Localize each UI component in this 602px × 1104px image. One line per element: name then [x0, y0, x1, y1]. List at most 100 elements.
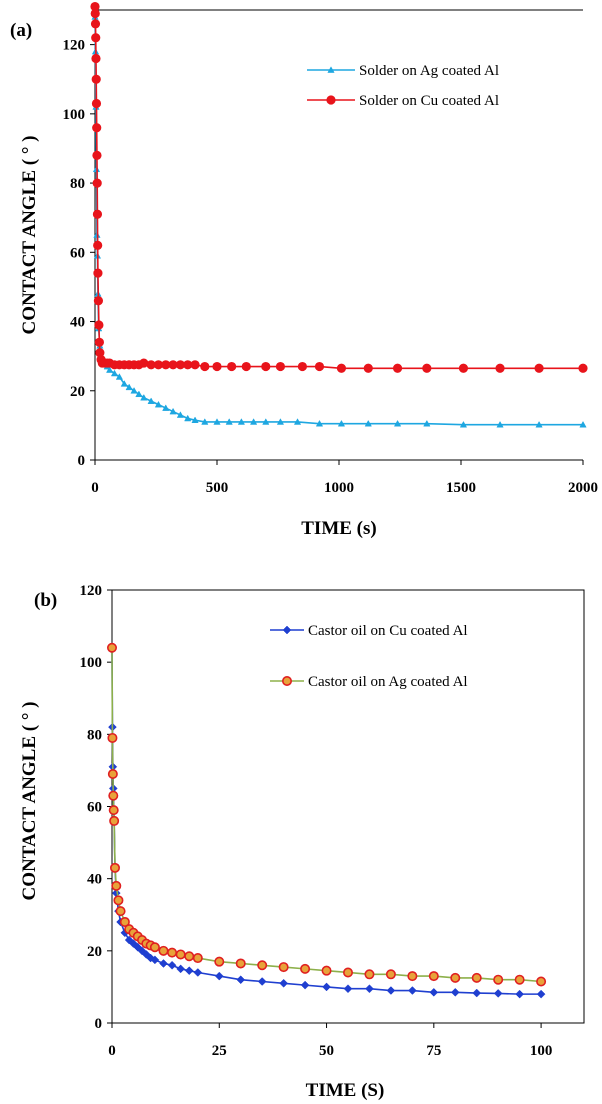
legend-entry: Castor oil on Ag coated Al — [270, 674, 468, 690]
data-point — [536, 989, 546, 999]
data-point — [472, 988, 482, 998]
data-point — [279, 978, 288, 988]
data-point — [322, 982, 331, 992]
x-tick-label: 50 — [319, 1043, 334, 1059]
data-point — [167, 960, 177, 970]
data-point — [300, 963, 311, 974]
data-point — [237, 418, 246, 425]
data-point — [91, 33, 101, 43]
data-point — [535, 420, 543, 428]
data-point — [363, 363, 373, 373]
y-tick-label: 20 — [70, 384, 85, 400]
data-point — [493, 989, 503, 998]
data-point — [450, 972, 461, 983]
data-point — [106, 366, 114, 373]
data-point — [140, 393, 148, 401]
x-tick-label: 2000 — [568, 480, 598, 496]
data-point — [141, 950, 151, 959]
data-point — [392, 363, 403, 373]
data-point — [93, 296, 104, 306]
data-point — [176, 411, 185, 418]
panel-label: (b) — [34, 590, 57, 611]
x-tick-label: 100 — [530, 1043, 553, 1059]
data-point — [159, 959, 168, 968]
data-point — [336, 363, 347, 373]
x-tick-label: 25 — [212, 1043, 227, 1059]
data-point — [135, 390, 143, 398]
data-point — [115, 906, 126, 917]
data-point — [110, 862, 121, 873]
data-point — [342, 967, 353, 978]
data-point — [184, 951, 195, 962]
data-point — [408, 986, 417, 995]
data-point — [459, 420, 468, 428]
y-axis-title: CONTACT ANGLE ( ° ) — [19, 135, 40, 334]
data-point — [428, 971, 439, 982]
data-point — [493, 974, 504, 985]
data-point — [365, 984, 374, 994]
y-tick-label: 40 — [70, 315, 85, 331]
legend-label: Solder on Cu coated Al — [359, 93, 499, 109]
y-tick-label: 100 — [80, 655, 103, 671]
data-point — [193, 968, 203, 977]
data-point — [422, 363, 432, 373]
data-point — [235, 958, 246, 969]
data-point — [262, 418, 270, 425]
data-point — [314, 361, 325, 372]
data-point — [364, 969, 375, 980]
y-tick-label: 0 — [78, 453, 86, 469]
data-point — [297, 361, 307, 372]
legend-marker — [281, 675, 292, 686]
data-point — [192, 953, 203, 964]
data-point — [107, 769, 118, 780]
legend-marker — [282, 625, 292, 635]
data-point — [495, 363, 505, 373]
x-tick-label: 1500 — [446, 480, 476, 496]
data-point — [200, 361, 210, 372]
data-point — [534, 363, 544, 373]
x-axis-title: TIME (S) — [306, 1080, 385, 1101]
data-point — [343, 984, 353, 994]
y-tick-label: 0 — [95, 1016, 103, 1032]
data-point — [92, 123, 102, 133]
series-1 — [90, 1, 588, 373]
data-point — [150, 955, 160, 965]
data-point — [214, 971, 224, 981]
data-point — [261, 361, 271, 372]
y-tick-label: 60 — [70, 245, 85, 261]
data-point — [120, 380, 128, 387]
y-tick-label: 120 — [80, 583, 103, 599]
data-point — [496, 420, 504, 428]
series-0 — [107, 643, 546, 999]
data-point — [91, 98, 102, 109]
data-point — [275, 361, 286, 372]
data-point — [108, 805, 119, 816]
data-point — [184, 966, 194, 976]
data-point — [514, 974, 525, 985]
x-axis-title: TIME (s) — [301, 518, 376, 539]
data-point — [147, 397, 155, 404]
data-point — [429, 987, 439, 997]
series-line — [94, 6, 583, 370]
legend-marker — [326, 95, 336, 105]
data-point — [176, 964, 186, 974]
legend-label: Solder on Ag coated Al — [359, 63, 499, 79]
data-point — [471, 972, 482, 983]
data-point — [278, 962, 289, 973]
legend-label: Castor oil on Cu coated Al — [308, 623, 468, 639]
data-point — [94, 337, 104, 347]
chart-panel-a: 0 20 40 60 80 100 120 0 500 1000 1500 2000 TIME (s) C… — [10, 1, 598, 539]
x-tick-label: 0 — [108, 1043, 116, 1059]
data-point — [201, 418, 209, 425]
data-point — [458, 363, 469, 373]
data-point — [191, 416, 199, 424]
data-point — [119, 916, 130, 927]
data-point — [93, 240, 103, 250]
data-point — [423, 419, 431, 427]
data-point — [241, 361, 251, 372]
data-point — [321, 965, 332, 976]
legend-label: Castor oil on Ag coated Al — [308, 674, 468, 690]
data-point — [212, 361, 222, 372]
data-point — [92, 150, 102, 160]
